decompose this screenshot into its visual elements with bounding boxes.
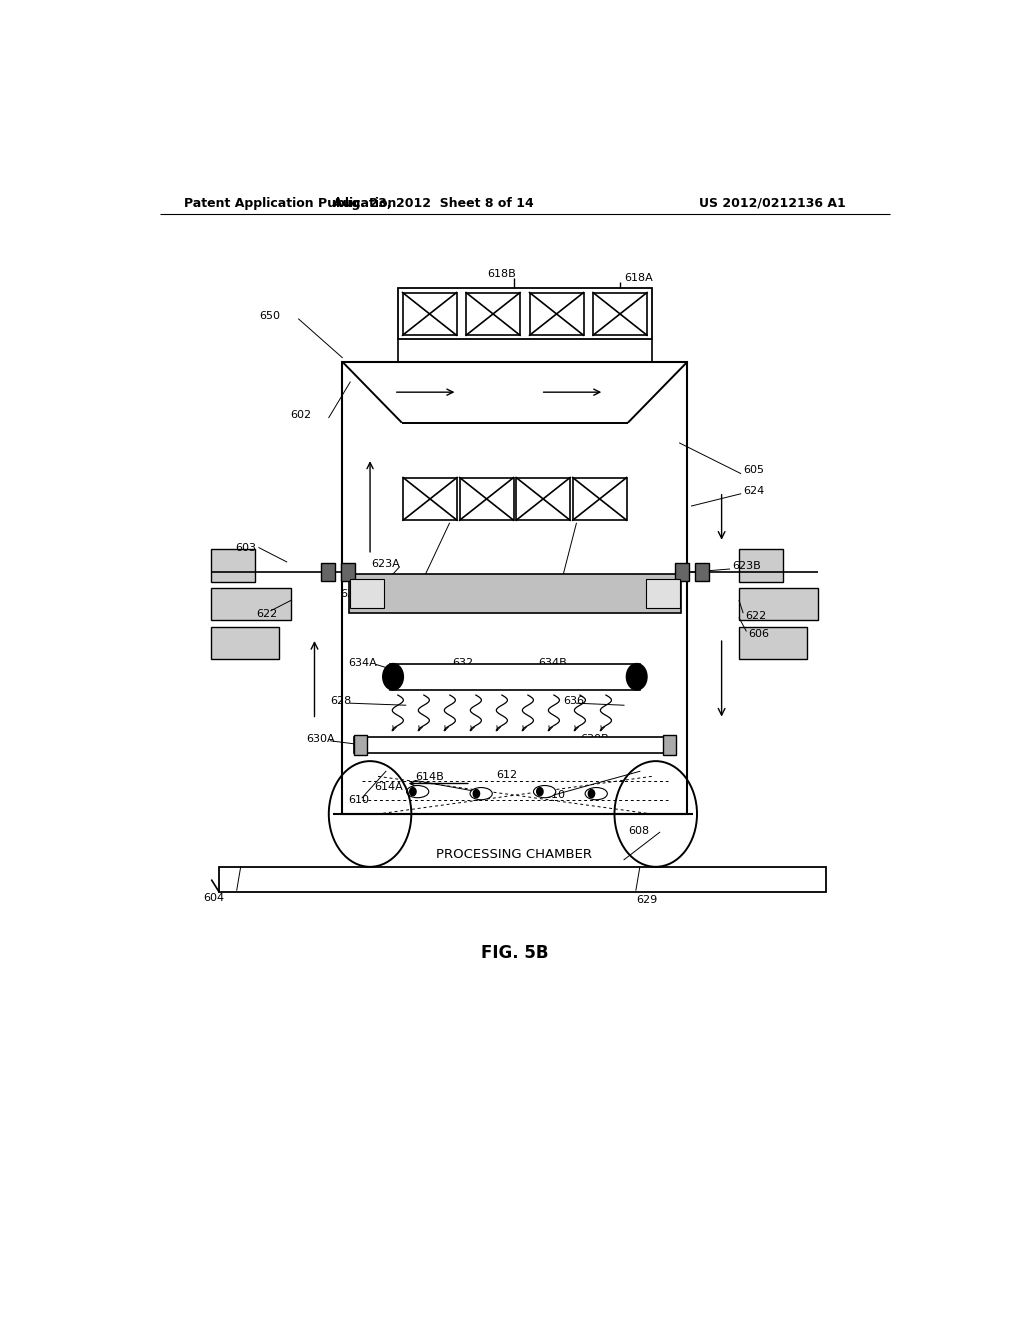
Bar bbox=[402, 293, 457, 335]
Text: 627: 627 bbox=[454, 579, 475, 589]
Text: 634B: 634B bbox=[539, 657, 567, 668]
Text: 634A: 634A bbox=[348, 657, 378, 668]
Bar bbox=[739, 627, 807, 659]
Bar bbox=[739, 549, 782, 582]
Text: 625A: 625A bbox=[341, 590, 370, 599]
Text: 623A: 623A bbox=[371, 558, 399, 569]
Bar bbox=[466, 293, 520, 335]
Text: 629: 629 bbox=[636, 895, 657, 906]
Bar bbox=[341, 562, 355, 581]
Ellipse shape bbox=[534, 785, 556, 797]
Circle shape bbox=[589, 789, 595, 797]
Text: 630A: 630A bbox=[306, 734, 335, 743]
Ellipse shape bbox=[407, 785, 429, 797]
Text: Aug. 23, 2012  Sheet 8 of 14: Aug. 23, 2012 Sheet 8 of 14 bbox=[333, 197, 534, 210]
Text: 622: 622 bbox=[745, 611, 767, 620]
Bar bbox=[397, 289, 652, 339]
Text: 618B: 618B bbox=[487, 269, 516, 280]
Bar bbox=[529, 293, 584, 335]
Bar bbox=[593, 293, 647, 335]
Bar bbox=[348, 574, 681, 612]
Circle shape bbox=[627, 664, 647, 690]
Bar bbox=[390, 664, 640, 690]
Text: 620B: 620B bbox=[526, 590, 555, 601]
Text: 623B: 623B bbox=[733, 561, 762, 572]
Text: FIG. 5B: FIG. 5B bbox=[480, 944, 548, 962]
Text: 632: 632 bbox=[452, 657, 473, 668]
Bar bbox=[739, 587, 818, 620]
Text: 602: 602 bbox=[291, 409, 312, 420]
Text: 636: 636 bbox=[563, 696, 584, 706]
Bar bbox=[354, 735, 367, 755]
Bar bbox=[403, 478, 457, 520]
Bar bbox=[211, 627, 279, 659]
Bar bbox=[321, 562, 335, 581]
Text: 608: 608 bbox=[628, 826, 649, 837]
Bar bbox=[460, 478, 514, 520]
Text: 605: 605 bbox=[743, 466, 764, 475]
Text: 618A: 618A bbox=[624, 273, 652, 284]
Bar bbox=[675, 562, 689, 581]
Circle shape bbox=[537, 788, 543, 796]
Circle shape bbox=[383, 664, 403, 690]
Text: 625B: 625B bbox=[535, 593, 563, 602]
Text: 603: 603 bbox=[236, 543, 256, 553]
Bar bbox=[694, 562, 709, 581]
Circle shape bbox=[473, 789, 479, 797]
Bar bbox=[646, 579, 680, 607]
Text: 620A: 620A bbox=[386, 590, 415, 601]
Circle shape bbox=[410, 788, 416, 796]
Ellipse shape bbox=[585, 788, 607, 800]
Text: 606: 606 bbox=[749, 630, 770, 639]
Bar bbox=[211, 587, 291, 620]
Text: 630B: 630B bbox=[581, 734, 609, 743]
Bar bbox=[663, 735, 676, 755]
Text: 610: 610 bbox=[348, 795, 370, 805]
Text: 616: 616 bbox=[543, 605, 563, 615]
Text: 616: 616 bbox=[396, 605, 417, 615]
Text: 614A: 614A bbox=[374, 781, 402, 792]
Bar bbox=[354, 737, 676, 752]
Bar bbox=[572, 478, 627, 520]
Bar bbox=[350, 579, 384, 607]
Bar bbox=[516, 478, 570, 520]
Text: 610: 610 bbox=[544, 789, 565, 800]
Bar bbox=[219, 867, 826, 892]
Text: 624: 624 bbox=[743, 486, 764, 496]
Text: US 2012/0212136 A1: US 2012/0212136 A1 bbox=[699, 197, 846, 210]
Text: PROCESSING CHAMBER: PROCESSING CHAMBER bbox=[436, 849, 593, 861]
Bar bbox=[211, 549, 255, 582]
Text: 612: 612 bbox=[497, 771, 517, 780]
Text: 628: 628 bbox=[331, 696, 351, 706]
Text: 614B: 614B bbox=[416, 772, 444, 783]
Ellipse shape bbox=[470, 788, 493, 800]
Text: Patent Application Publication: Patent Application Publication bbox=[183, 197, 396, 210]
Bar bbox=[342, 362, 687, 814]
Text: 650: 650 bbox=[259, 312, 280, 321]
Text: 622: 622 bbox=[257, 609, 278, 619]
Text: 604: 604 bbox=[204, 894, 224, 903]
